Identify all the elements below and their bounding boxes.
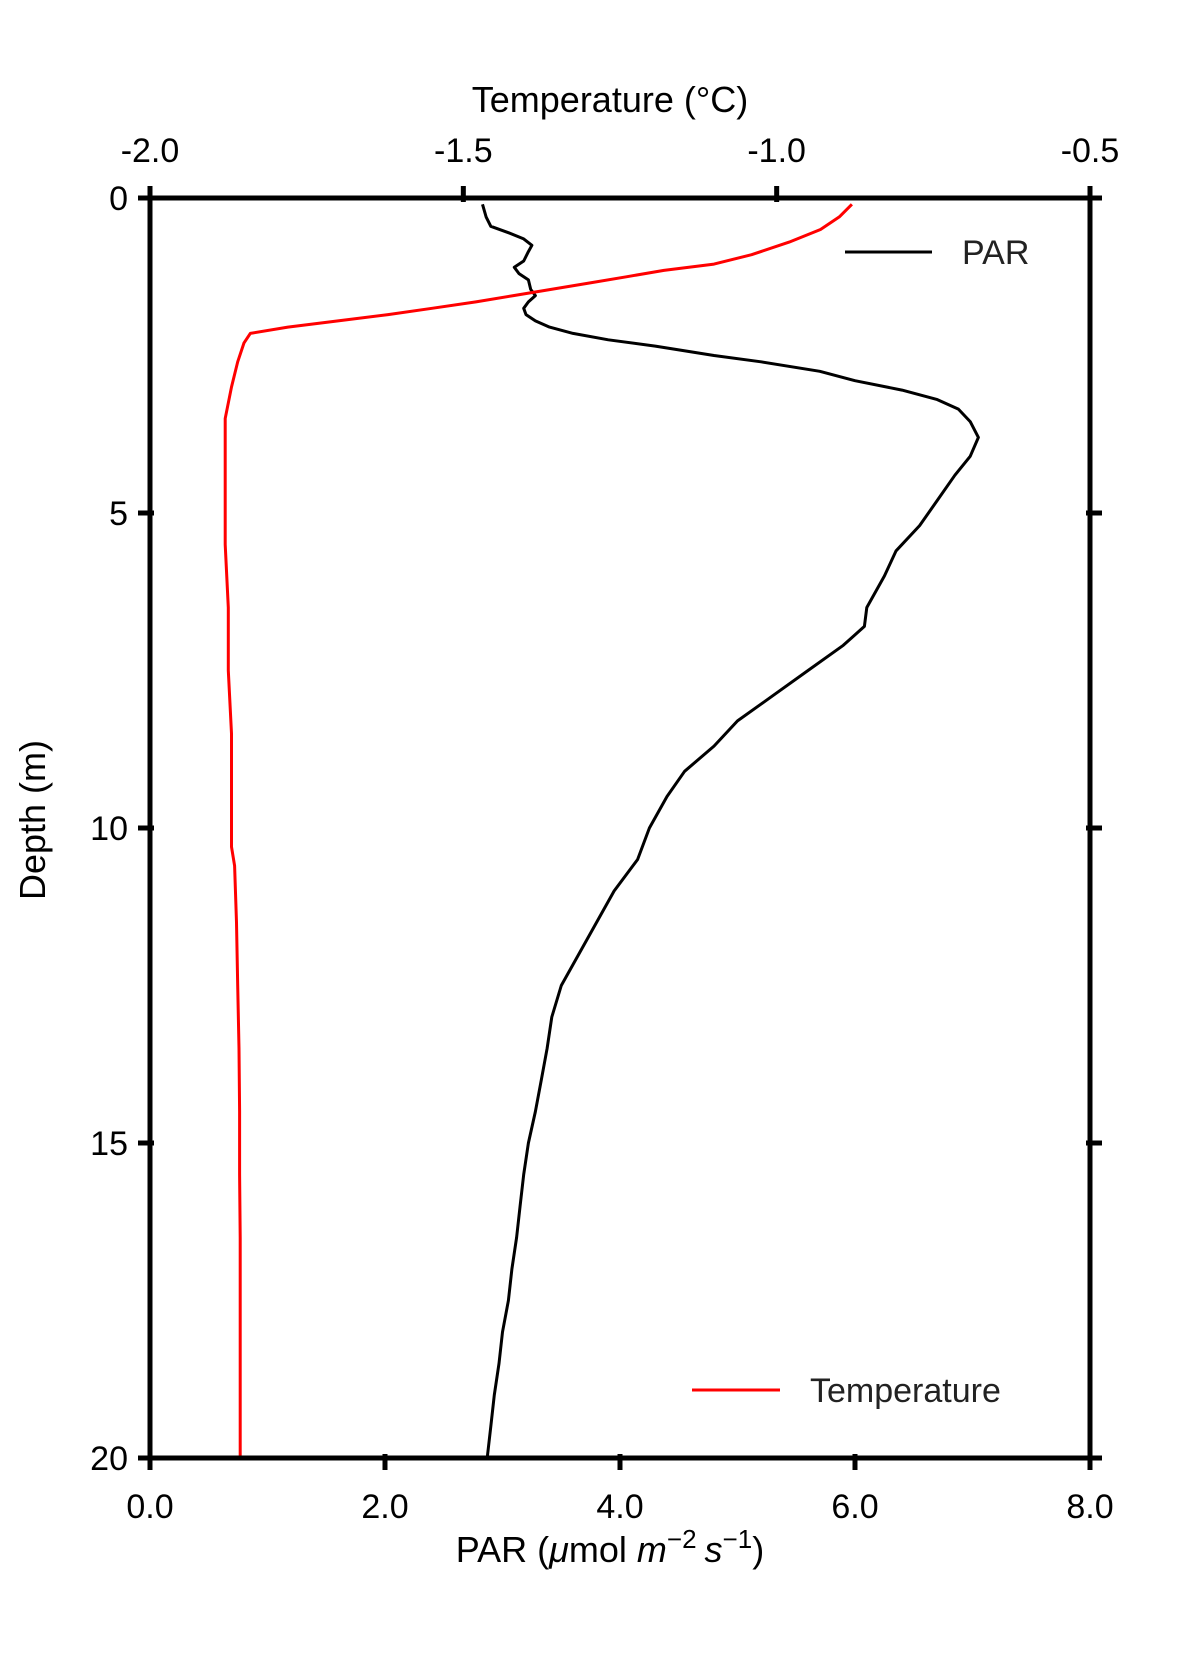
series-layer xyxy=(223,203,980,1459)
x-top-tick-label: -2.0 xyxy=(121,132,180,170)
y-tick-label: 15 xyxy=(90,1125,128,1163)
bottom-axis-title-prefix: PAR ( xyxy=(456,1529,549,1570)
x-top-tick-label: -1.5 xyxy=(434,132,493,170)
axes-layer: 0 5 10 15 20 0.0 2.0 4.0 6.0 8.0 -2.0 -1.5 -1.0 -0.5 xyxy=(90,132,1119,1526)
x-bottom-tick-label: 6.0 xyxy=(831,1488,878,1526)
legend-par-label: PAR xyxy=(962,234,1029,272)
bottom-axis-title-s-exponent: −1 xyxy=(723,1524,753,1554)
x-top-tick-label: -0.5 xyxy=(1061,132,1120,170)
x-top-tick-label: -1.0 xyxy=(747,132,806,170)
bottom-axis-title-mol: mol xyxy=(569,1529,637,1570)
bottom-axis-title: PAR (μmol m−2 s−1) xyxy=(456,1524,764,1570)
y-tick-label: 0 xyxy=(109,180,128,218)
x-bottom-tick-label: 4.0 xyxy=(596,1488,643,1526)
y-tick-label: 5 xyxy=(109,495,128,533)
bottom-axis-title-s: s xyxy=(705,1529,723,1570)
bottom-axis-title-m: m xyxy=(637,1529,667,1570)
y-tick-label: 20 xyxy=(90,1440,128,1478)
bottom-axis-title-suffix: ) xyxy=(752,1529,764,1570)
par-series-line xyxy=(481,203,980,1459)
legend-temperature: Temperature xyxy=(692,1372,1001,1410)
x-bottom-tick-label: 0.0 xyxy=(126,1488,173,1526)
top-axis-title: Temperature (°C) xyxy=(472,79,748,120)
bottom-axis-title-m-exponent: −2 xyxy=(667,1524,697,1554)
y-tick-label: 10 xyxy=(90,810,128,848)
x-bottom-tick-label: 2.0 xyxy=(361,1488,408,1526)
temperature-series-line xyxy=(223,203,853,1458)
x-bottom-tick-label: 8.0 xyxy=(1066,1488,1113,1526)
bottom-axis-title-mu: μ xyxy=(548,1529,569,1570)
legend-par: PAR xyxy=(845,234,1029,272)
plot-frame xyxy=(147,195,1093,1461)
legend-temperature-label: Temperature xyxy=(810,1372,1001,1410)
left-axis-title: Depth (m) xyxy=(12,740,53,900)
